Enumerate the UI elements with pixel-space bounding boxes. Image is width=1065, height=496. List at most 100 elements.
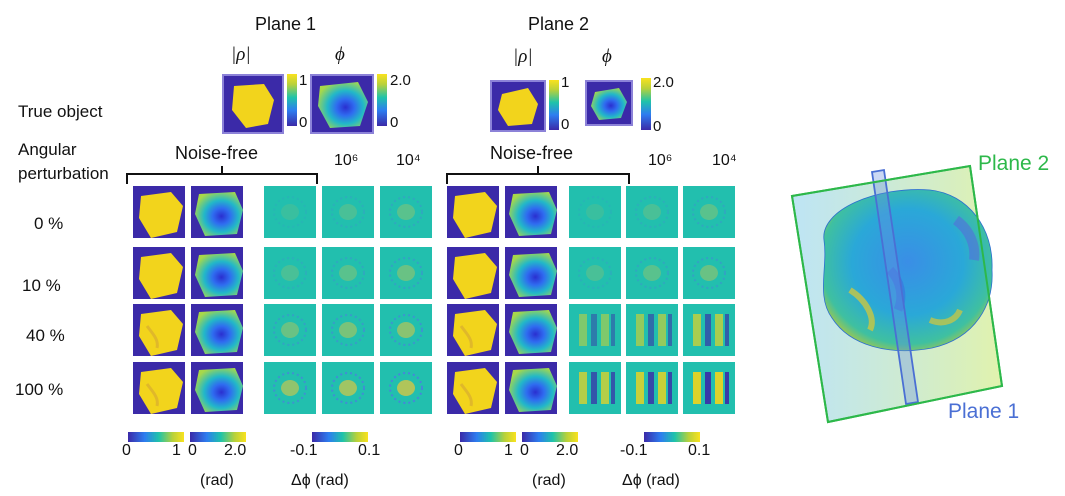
recon-diff-p2-row2-col2 (681, 302, 737, 358)
phi-label-p2: ϕ (602, 46, 612, 67)
recon-phi-p1-row1 (189, 245, 245, 301)
recon-diff-p2-row3-col2 (681, 360, 737, 416)
recon-diff-p2-row1-col1 (624, 245, 680, 301)
phi-colorbar-p1 (190, 432, 246, 442)
noise-free-label-p2: Noise-free (490, 143, 574, 163)
delta-label-p1: Δϕ (rad) (291, 472, 349, 489)
recon-rho-p2-row2 (445, 302, 501, 358)
true-object-phi-p2 (585, 80, 633, 126)
recon-phi-p1-row3 (189, 360, 245, 416)
recon-diff-p2-row0-col0 (567, 184, 623, 240)
true-object-phi-colorbar-p1 (377, 74, 387, 126)
3d-model-view (790, 164, 1004, 424)
recon-rho-p2-row3 (445, 360, 501, 416)
true-object-label: True object (18, 102, 103, 121)
recon-phi-p2-row3 (503, 360, 559, 416)
recon-diff-p2-row2-col0 (567, 302, 623, 358)
plane1-surface (870, 168, 920, 406)
perturbation-0: 0 % (34, 214, 64, 233)
recon-diff-p2-row1-col2 (681, 245, 737, 301)
perturbation-label: perturbation (18, 164, 109, 183)
recon-rho-p1-row2 (131, 302, 187, 358)
perturbation-100: 100 % (15, 380, 64, 399)
delta-tick-pos-p1: 0.1 (358, 442, 381, 459)
true-object-rho-colorbar-p2 (549, 80, 559, 130)
inset-phi-tick-high-p1: 2.0 (390, 72, 411, 89)
angular-label: Angular (18, 140, 77, 159)
inset-phi-tick-high-p2: 2.0 (653, 74, 674, 91)
noise-free-label-p1: Noise-free (175, 143, 259, 163)
rho-colorbar-p2 (460, 432, 516, 442)
recon-diff-p2-row3-col0 (567, 360, 623, 416)
recon-diff-p1-row1-col2 (378, 245, 434, 301)
recon-phi-p1-row0 (189, 184, 245, 240)
recon-diff-p1-row3-col0 (262, 360, 318, 416)
delta-colorbar-p1 (312, 432, 368, 442)
recon-rho-p1-row3 (131, 360, 187, 416)
phi-tick-0-p1: 0 (188, 442, 197, 459)
noise-level-1e4-p1: 10⁴ (396, 152, 421, 169)
phi-label-p1: ϕ (335, 44, 345, 65)
delta-label-p2: Δϕ (rad) (622, 472, 680, 489)
recon-diff-p1-row0-col2 (378, 184, 434, 240)
true-object-rho-p2 (490, 80, 546, 132)
recon-diff-p1-row0-col0 (262, 184, 318, 240)
inset-phi-tick-low-p1: 0 (390, 114, 399, 131)
recon-phi-p2-row2 (503, 302, 559, 358)
recon-diff-p1-row2-col0 (262, 302, 318, 358)
perturbation-40: 40 % (26, 326, 65, 345)
phi-tick-2-p2: 2.0 (556, 442, 579, 459)
delta-tick-neg-p1: -0.1 (290, 442, 318, 459)
rho-colorbar-p1 (128, 432, 184, 442)
recon-diff-p2-row1-col0 (567, 245, 623, 301)
phi-tick-0-p2: 0 (520, 442, 529, 459)
phi-tick-2-p1: 2.0 (224, 442, 247, 459)
recon-diff-p2-row0-col2 (681, 184, 737, 240)
recon-phi-p2-row1 (503, 245, 559, 301)
delta-tick-pos-p2: 0.1 (688, 442, 711, 459)
inset-phi-tick-low-p2: 0 (653, 118, 662, 135)
recon-diff-p1-row2-col2 (378, 302, 434, 358)
recon-diff-p1-row3-col2 (378, 360, 434, 416)
inset-rho-tick-high-p1: 1 (299, 72, 308, 89)
rad-label-p1: (rad) (200, 472, 234, 489)
delta-tick-neg-p2: -0.1 (620, 442, 648, 459)
recon-diff-p1-row0-col1 (320, 184, 376, 240)
rho-label-p1: |ρ| (231, 44, 251, 65)
noise-level-1e4-p2: 10⁴ (712, 152, 737, 169)
rho-tick-0-p2: 0 (454, 442, 463, 459)
true-object-rho-p1 (222, 74, 284, 134)
plane1-3d-label: Plane 1 (948, 400, 1020, 423)
recon-rho-p2-row0 (445, 184, 501, 240)
rho-tick-1-p2: 1 (504, 442, 513, 459)
noise-level-1e6-p2: 10⁶ (648, 152, 673, 169)
noise-free-bracket-p1 (126, 166, 318, 184)
noise-free-bracket-p2 (446, 166, 630, 184)
plane2-title: Plane 2 (528, 14, 590, 34)
true-object-phi-p1 (310, 74, 374, 134)
recon-diff-p1-row3-col1 (320, 360, 376, 416)
recon-rho-p2-row1 (445, 245, 501, 301)
recon-rho-p1-row0 (131, 184, 187, 240)
phi-colorbar-p2 (522, 432, 578, 442)
recon-diff-p1-row1-col0 (262, 245, 318, 301)
recon-diff-p2-row0-col1 (624, 184, 680, 240)
delta-colorbar-p2 (644, 432, 700, 442)
recon-diff-p1-row2-col1 (320, 302, 376, 358)
perturbation-10: 10 % (22, 276, 61, 295)
recon-phi-p2-row0 (503, 184, 559, 240)
recon-diff-p2-row2-col1 (624, 302, 680, 358)
inset-rho-tick-low-p2: 0 (561, 116, 570, 133)
rho-tick-0-p1: 0 (122, 442, 131, 459)
recon-diff-p1-row1-col1 (320, 245, 376, 301)
recon-diff-p2-row3-col1 (624, 360, 680, 416)
true-object-phi-colorbar-p2 (641, 78, 651, 130)
inset-rho-tick-high-p2: 1 (561, 74, 570, 91)
rad-label-p2: (rad) (532, 472, 566, 489)
plane1-title: Plane 1 (255, 14, 317, 34)
noise-level-1e6-p1: 10⁶ (334, 152, 359, 169)
true-object-rho-colorbar-p1 (287, 74, 297, 126)
recon-phi-p1-row2 (189, 302, 245, 358)
rho-tick-1-p1: 1 (172, 442, 181, 459)
recon-rho-p1-row1 (131, 245, 187, 301)
